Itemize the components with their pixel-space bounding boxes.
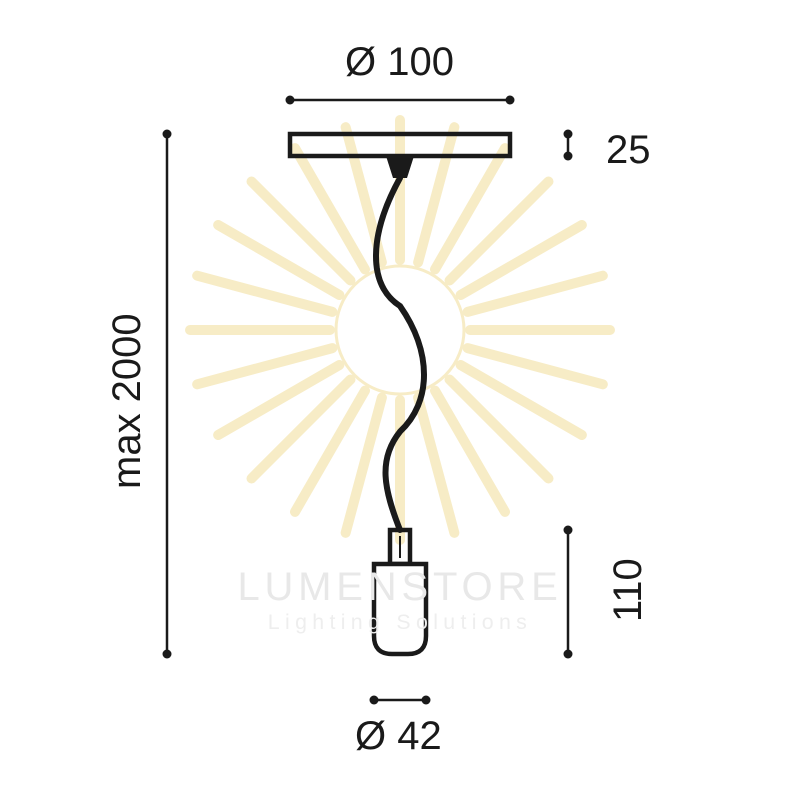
socket xyxy=(374,564,426,654)
dimension-canopy-height: 25 xyxy=(606,128,651,173)
diagram-stage: LUMENSTORE Lighting Solutions Ø 100 Ø 42… xyxy=(0,0,800,800)
dimension-drop-max: max 2000 xyxy=(105,313,150,489)
dimension-socket-diameter: Ø 42 xyxy=(355,714,442,759)
strain-relief xyxy=(386,156,414,178)
dimension-socket-height: 110 xyxy=(606,558,651,622)
dimension-canopy-diameter: Ø 100 xyxy=(345,40,454,85)
